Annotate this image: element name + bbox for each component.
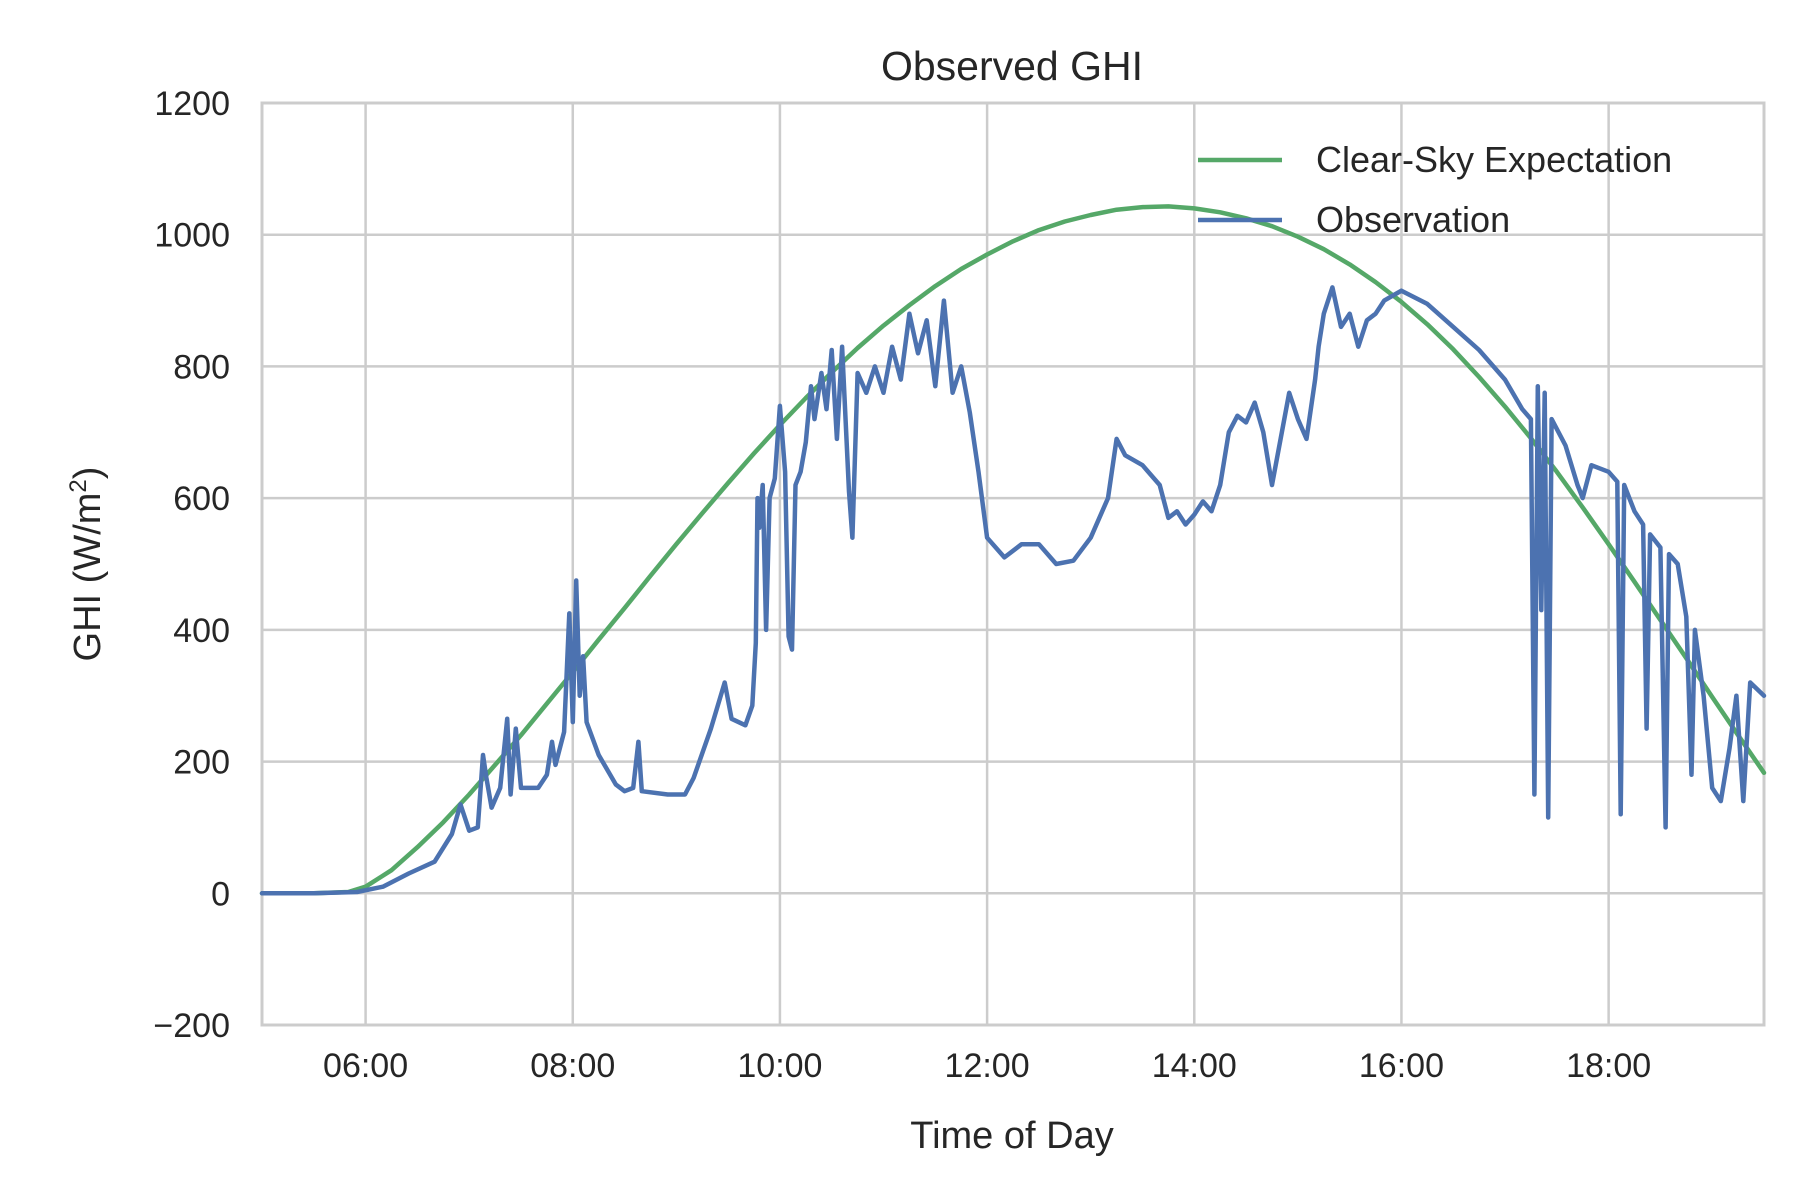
y-tick-label: −200	[153, 1007, 230, 1045]
y-axis-title-superscript: 2	[65, 479, 92, 492]
y-tick-label: 600	[173, 480, 230, 518]
legend-label: Clear-Sky Expectation	[1316, 139, 1672, 180]
x-axis-ticks: 06:00 08:00 10:00 12:00 14:00 16:00 18:00	[323, 1047, 1651, 1085]
x-tick-label: 14:00	[1152, 1047, 1237, 1085]
x-tick-label: 08:00	[530, 1047, 615, 1085]
x-axis-title: Time of Day	[910, 1115, 1113, 1157]
legend-label: Observation	[1316, 199, 1510, 240]
y-tick-label: 200	[173, 744, 230, 782]
y-tick-label: 1200	[154, 85, 230, 123]
chart-title: Observed GHI	[881, 43, 1143, 89]
legend: Clear-Sky Expectation Observation	[1198, 139, 1672, 240]
x-tick-label: 12:00	[945, 1047, 1030, 1085]
x-tick-label: 16:00	[1359, 1047, 1444, 1085]
y-tick-label: 800	[173, 348, 230, 386]
series-line-clear-sky-expectation	[259, 204, 1767, 896]
y-axis-title: GHI (W/m2)	[65, 467, 109, 662]
y-tick-label: 400	[173, 612, 230, 650]
y-axis-ticks: −200 0 200 400 600 800 1000 1200	[153, 85, 230, 1045]
series-line-observation	[259, 285, 1767, 896]
svg-text:GHI (W/m2): GHI (W/m2)	[65, 467, 109, 662]
y-axis-title-main: GHI (W/m	[67, 493, 109, 662]
y-tick-label: 0	[211, 875, 230, 913]
plot-area	[260, 101, 1766, 1027]
y-axis-title-suffix: )	[67, 467, 109, 480]
x-tick-label: 10:00	[737, 1047, 822, 1085]
x-tick-label: 06:00	[323, 1047, 408, 1085]
y-tick-label: 1000	[154, 217, 230, 255]
x-tick-label: 18:00	[1566, 1047, 1651, 1085]
series-layer	[259, 204, 1767, 896]
